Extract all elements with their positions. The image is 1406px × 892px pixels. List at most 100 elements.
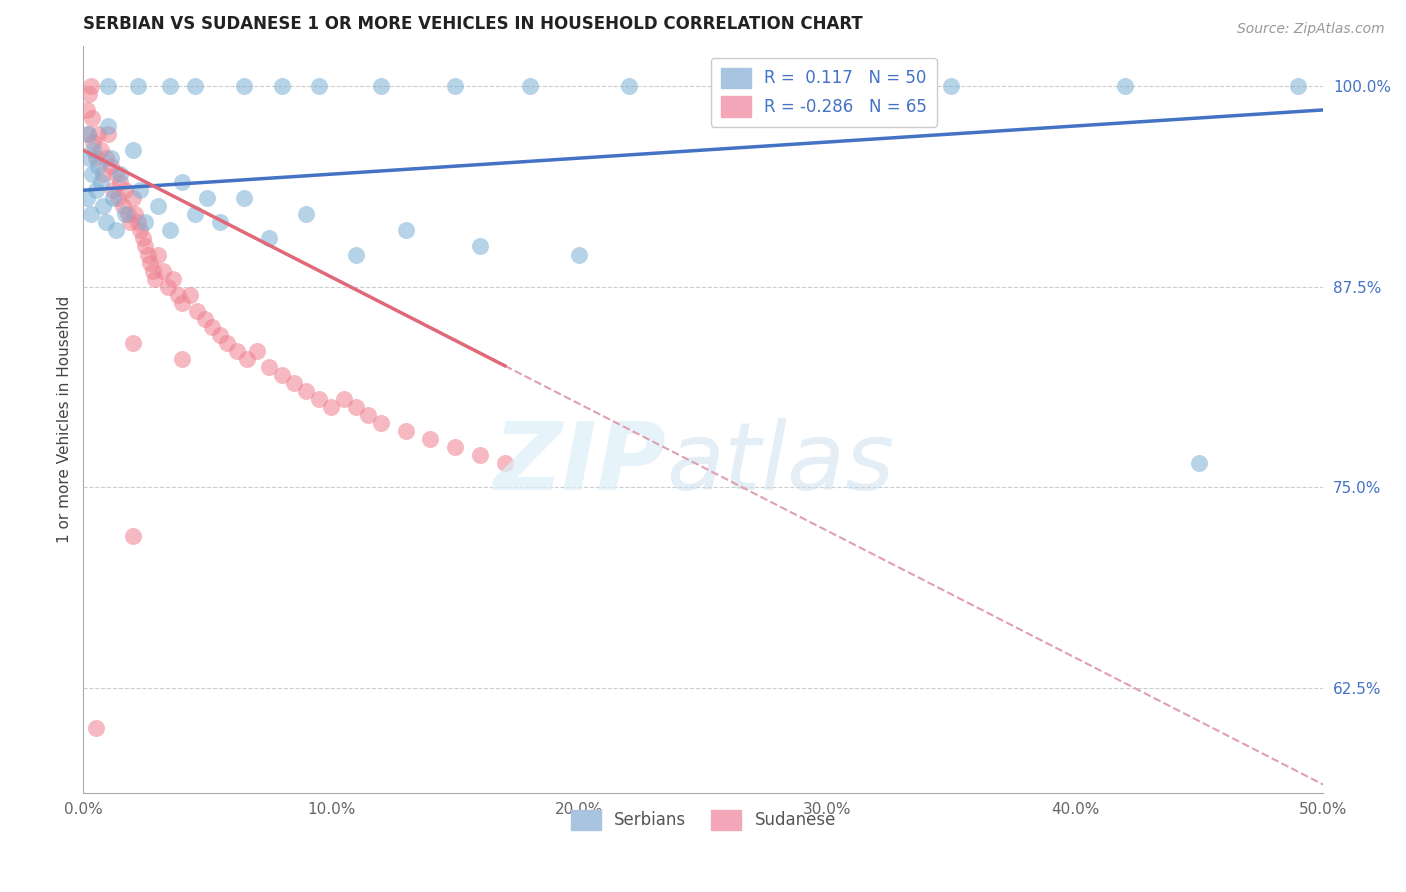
Point [308,392,330,406]
Point [444,440,467,454]
Point [134,239,156,253]
Point [82,143,104,157]
Point [217,335,239,350]
Point [159,78,181,93]
Point [136,247,159,261]
Point [110,167,132,181]
Text: ZIP: ZIP [494,418,666,510]
Point [233,78,256,93]
Point [344,400,367,414]
Point [114,207,136,221]
Point [77,127,100,141]
Point [321,400,343,414]
Point [270,368,292,382]
Text: SERBIAN VS SUDANESE 1 OR MORE VEHICLES IN HOUSEHOLD CORRELATION CHART: SERBIAN VS SUDANESE 1 OR MORE VEHICLES I… [83,15,863,33]
Point [120,215,142,229]
Point [617,78,640,93]
Point [370,78,392,93]
Point [208,215,231,229]
Point [90,143,112,157]
Point [194,311,217,326]
Point [127,78,149,93]
Point [146,199,169,213]
Point [519,78,541,93]
Point [295,207,318,221]
Point [100,159,122,173]
Text: atlas: atlas [666,418,894,509]
Point [104,167,127,181]
Text: Source: ZipAtlas.com: Source: ZipAtlas.com [1237,22,1385,37]
Point [76,191,98,205]
Point [80,111,103,125]
Point [152,263,174,277]
Point [419,432,441,446]
Point [104,223,127,237]
Point [80,207,103,221]
Point [122,143,145,157]
Point [97,127,120,141]
Point [84,151,107,165]
Point [259,231,281,245]
Point [80,78,103,93]
Point [107,191,129,205]
Point [246,343,269,358]
Point [184,78,207,93]
Point [79,87,101,101]
Point [97,119,120,133]
Point [146,247,169,261]
Point [179,287,201,301]
Point [101,191,124,205]
Point [236,351,259,366]
Y-axis label: 1 or more Vehicles in Household: 1 or more Vehicles in Household [58,295,72,543]
Point [122,191,145,205]
Point [122,335,145,350]
Point [80,167,103,181]
Point [283,376,305,390]
Point [94,151,117,165]
Point [127,215,149,229]
Point [259,359,281,374]
Point [143,271,166,285]
Point [111,199,134,213]
Point [201,319,224,334]
Point [77,127,100,141]
Point [494,456,516,470]
Point [370,416,392,430]
Point [270,78,292,93]
Point [332,392,354,406]
Point [82,135,104,149]
Point [110,175,132,189]
Point [166,287,188,301]
Point [76,103,98,117]
Point [308,78,330,93]
Point [84,183,107,197]
Point [101,183,124,197]
Point [87,127,110,141]
Point [117,207,139,221]
Point [139,255,162,269]
Point [395,223,418,237]
Point [91,167,114,181]
Point [87,159,110,173]
Point [468,239,491,253]
Point [186,303,208,318]
Point [90,175,112,189]
Point [357,408,380,422]
Point [233,191,256,205]
Point [159,223,181,237]
Point [195,191,218,205]
Point [84,722,107,736]
Point [226,343,249,358]
Point [766,78,789,93]
Legend: Serbians, Sudanese: Serbians, Sudanese [564,803,842,837]
Point [114,183,136,197]
Point [172,295,194,310]
Point [295,384,318,398]
Point [129,183,152,197]
Point [132,231,155,245]
Point [1288,78,1310,93]
Point [468,448,491,462]
Point [124,207,146,221]
Point [94,215,117,229]
Point [1188,456,1211,470]
